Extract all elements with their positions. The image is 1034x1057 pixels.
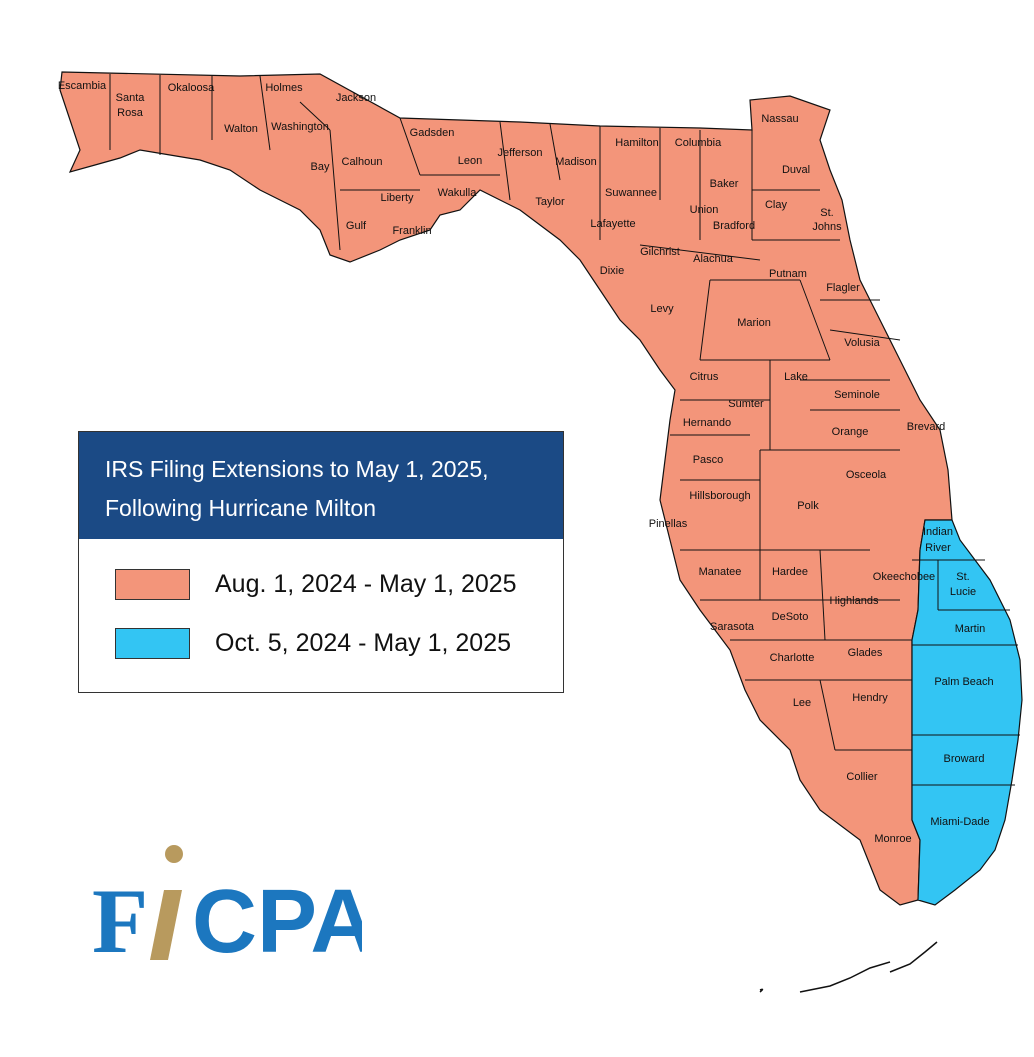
svg-text:Bay: Bay xyxy=(311,161,330,173)
svg-text:Osceola: Osceola xyxy=(846,469,887,481)
svg-text:Walton: Walton xyxy=(224,123,258,135)
ficpa-logo-graphic: F CPA xyxy=(92,845,375,972)
svg-text:Miami-Dade: Miami-Dade xyxy=(930,816,989,828)
svg-text:Bradford: Bradford xyxy=(713,220,755,232)
svg-text:Volusia: Volusia xyxy=(844,337,880,349)
florida-period2-region xyxy=(911,519,1023,906)
svg-text:Gadsden: Gadsden xyxy=(410,127,455,139)
legend: IRS Filing Extensions to May 1, 2025, Fo… xyxy=(78,431,564,693)
svg-text:Gilchrist: Gilchrist xyxy=(640,246,680,258)
legend-label-period-2: Oct. 5, 2024 - May 1, 2025 xyxy=(215,629,511,657)
svg-text:Charlotte: Charlotte xyxy=(770,652,815,664)
svg-text:Liberty: Liberty xyxy=(380,192,414,204)
svg-text:Flagler: Flagler xyxy=(826,282,860,294)
svg-text:Monroe: Monroe xyxy=(874,833,911,845)
svg-text:Marion: Marion xyxy=(737,317,771,329)
svg-text:Lucie: Lucie xyxy=(950,586,976,598)
svg-text:Franklin: Franklin xyxy=(392,225,431,237)
svg-text:Martin: Martin xyxy=(955,623,986,635)
svg-text:Calhoun: Calhoun xyxy=(342,156,383,168)
svg-text:Santa: Santa xyxy=(116,92,146,104)
legend-header: IRS Filing Extensions to May 1, 2025, Fo… xyxy=(79,432,563,539)
svg-text:Jackson: Jackson xyxy=(336,92,376,104)
svg-text:Duval: Duval xyxy=(782,164,810,176)
svg-text:Lee: Lee xyxy=(793,697,811,709)
legend-title-line2: Following Hurricane Milton xyxy=(105,495,376,521)
svg-text:Polk: Polk xyxy=(797,500,819,512)
svg-text:Dixie: Dixie xyxy=(600,265,624,277)
svg-text:St.: St. xyxy=(956,571,969,583)
legend-title-line1: IRS Filing Extensions to May 1, 2025, xyxy=(105,456,489,482)
svg-text:Baker: Baker xyxy=(710,178,739,190)
svg-text:Glades: Glades xyxy=(848,647,883,659)
svg-text:Columbia: Columbia xyxy=(675,137,722,149)
svg-text:Broward: Broward xyxy=(944,753,985,765)
svg-text:Indian: Indian xyxy=(923,526,953,538)
svg-text:Sumter: Sumter xyxy=(728,398,764,410)
svg-text:Lafayette: Lafayette xyxy=(590,218,635,230)
svg-text:Clay: Clay xyxy=(765,199,788,211)
svg-text:Madison: Madison xyxy=(555,156,597,168)
svg-text:Alachua: Alachua xyxy=(693,253,734,265)
svg-text:Putnam: Putnam xyxy=(769,268,807,280)
svg-text:Pinellas: Pinellas xyxy=(649,518,688,530)
svg-text:Sarasota: Sarasota xyxy=(710,621,755,633)
svg-text:Seminole: Seminole xyxy=(834,389,880,401)
svg-text:Manatee: Manatee xyxy=(699,566,742,578)
svg-text:Jefferson: Jefferson xyxy=(497,147,542,159)
svg-text:Holmes: Holmes xyxy=(265,82,303,94)
florida-keys xyxy=(759,941,938,993)
svg-text:Hardee: Hardee xyxy=(772,566,808,578)
svg-text:Hamilton: Hamilton xyxy=(615,137,658,149)
svg-text:Taylor: Taylor xyxy=(535,196,565,208)
svg-text:Palm Beach: Palm Beach xyxy=(934,676,993,688)
svg-text:Suwannee: Suwannee xyxy=(605,187,657,199)
svg-text:Orange: Orange xyxy=(832,426,869,438)
svg-text:Citrus: Citrus xyxy=(690,371,719,383)
county-lines xyxy=(109,74,912,751)
svg-text:Okeechobee: Okeechobee xyxy=(873,571,935,583)
svg-text:Wakulla: Wakulla xyxy=(438,187,478,199)
svg-text:Rosa: Rosa xyxy=(117,107,144,119)
svg-text:Hernando: Hernando xyxy=(683,417,731,429)
svg-text:Nassau: Nassau xyxy=(761,113,798,125)
svg-text:Brevard: Brevard xyxy=(907,421,946,433)
svg-text:Collier: Collier xyxy=(846,771,878,783)
svg-text:Union: Union xyxy=(690,204,719,216)
svg-text:Highlands: Highlands xyxy=(830,595,879,607)
svg-text:CPA: CPA xyxy=(192,872,362,970)
svg-text:River: River xyxy=(925,542,951,554)
county-labels: Escambia Santa Rosa Okaloosa Holmes Jacks… xyxy=(58,80,994,845)
svg-text:Gulf: Gulf xyxy=(346,220,367,232)
svg-text:Pasco: Pasco xyxy=(693,454,724,466)
svg-text:St.: St. xyxy=(820,207,833,219)
legend-swatch-period-2 xyxy=(115,628,190,659)
svg-text:F: F xyxy=(92,870,148,970)
legend-item-period-1: Aug. 1, 2024 - May 1, 2025 xyxy=(115,569,517,600)
svg-text:DeSoto: DeSoto xyxy=(772,611,809,623)
svg-text:Escambia: Escambia xyxy=(58,80,107,92)
legend-label-period-1: Aug. 1, 2024 - May 1, 2025 xyxy=(215,570,517,598)
svg-text:Leon: Leon xyxy=(458,155,482,167)
svg-text:Johns: Johns xyxy=(812,221,842,233)
svg-text:Levy: Levy xyxy=(650,303,674,315)
legend-swatch-period-1 xyxy=(115,569,190,600)
legend-item-period-2: Oct. 5, 2024 - May 1, 2025 xyxy=(115,628,511,659)
svg-text:Washington: Washington xyxy=(271,121,329,133)
svg-text:Okaloosa: Okaloosa xyxy=(168,82,215,94)
ficpa-logo: F CPA xyxy=(92,840,375,972)
se-county-lines xyxy=(912,559,1020,786)
svg-text:Hillsborough: Hillsborough xyxy=(689,490,750,502)
svg-text:Lake: Lake xyxy=(784,371,808,383)
svg-text:Hendry: Hendry xyxy=(852,692,888,704)
